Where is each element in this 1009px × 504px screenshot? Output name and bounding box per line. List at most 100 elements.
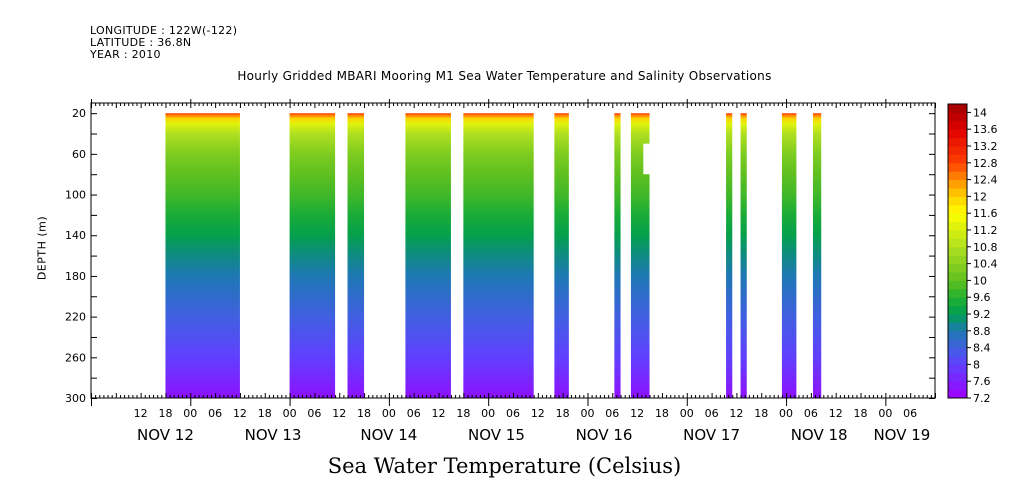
data-segment-7 [630,113,650,398]
colorbar-band [948,297,967,307]
colorbar-tick-label: 7.6 [973,375,991,388]
colorbar-band [948,280,967,290]
x-hour-tick-label: 06 [307,407,321,420]
data-segment-8 [726,113,733,398]
x-hour-tick-label: 00 [878,407,892,420]
colorbar-band [948,196,967,206]
x-hour-tick-label: 00 [680,407,694,420]
colorbar-band [948,263,967,273]
y-tick-label: 100 [65,189,86,202]
x-hour-tick-label: 06 [506,407,520,420]
x-date-label: NOV 17 [683,426,740,444]
y-tick-label: 20 [72,107,86,120]
colorbar-band [948,272,967,281]
variable-caption: Sea Water Temperature (Celsius) [327,454,682,478]
colorbar-tick-label: 12.8 [973,157,998,170]
y-tick-label: 300 [65,392,86,405]
colorbar-tick-label: 9.2 [973,308,991,321]
colorbar-band [948,246,967,256]
colorbar-band [948,230,967,239]
data-segments [165,113,822,398]
data-segment-2 [347,113,365,398]
x-hour-tick-label: 18 [258,407,272,420]
colorbar-band [948,213,967,223]
x-hour-tick-label: 18 [357,407,371,420]
x-date-label: NOV 14 [360,426,417,444]
x-hour-tick-label: 18 [158,407,172,420]
colorbar-band [948,112,967,122]
x-hour-tick-label: 00 [183,407,197,420]
colorbar-tick-label: 12 [973,190,987,203]
x-hour-tick-label: 12 [432,407,446,420]
colorbar-tick-label: 12.4 [973,174,998,187]
data-segment-6 [614,113,621,398]
x-hour-tick-label: 18 [456,407,470,420]
data-segment-0 [165,113,240,398]
colorbar-tick-label: 10.4 [973,258,998,271]
x-date-label: NOV 16 [576,426,633,444]
data-segment-11 [812,113,822,398]
x-hour-tick-label: 06 [605,407,619,420]
colorbar-band [948,137,967,147]
colorbar-band [948,339,967,349]
colorbar-band [948,322,967,332]
colorbar-tick-label: 11.6 [973,207,998,220]
colorbar-band [948,305,967,315]
data-segment-1 [289,113,336,398]
x-hour-tick-label: 00 [779,407,793,420]
colorbar-tick-label: 13.2 [973,140,998,153]
data-segment-4 [463,113,534,398]
colorbar-tick-label: 14 [973,106,987,119]
missing-data-gap [643,143,650,175]
colorbar-band [948,314,967,323]
colorbar-band [948,104,967,113]
x-hour-tick-label: 06 [903,407,917,420]
x-date-label: NOV 18 [791,426,848,444]
colorbar-tick-label: 9.6 [973,291,991,304]
colorbar-band [948,171,967,181]
colorbar-band [948,204,967,214]
x-hour-tick-label: 18 [655,407,669,420]
colorbar-band [948,255,967,265]
x-date-label: NOV 19 [873,426,930,444]
x-date-label: NOV 12 [137,426,194,444]
x-hour-tick-label: 00 [283,407,297,420]
x-hour-tick-label: 06 [208,407,222,420]
colorbar-band [948,129,967,139]
y-tick-label: 140 [65,229,86,242]
colorbar-frame [947,103,968,399]
data-segment-3 [405,113,451,398]
x-hour-tick-label: 12 [233,407,247,420]
colorbar-tick-label: 11.2 [973,224,998,237]
x-hour-tick-label: 18 [854,407,868,420]
colorbar: 14 13.6 13.2 12.8 12.4 12 11.6 11.2 10.8 10.4 10 9.… [947,103,998,405]
y-tick-label: 260 [65,351,86,364]
data-segment-5 [554,113,569,398]
x-hour-tick-label: 12 [729,407,743,420]
y-tick-label: 220 [65,311,86,324]
colorbar-band [948,356,967,365]
colorbar-tick-label: 8.8 [973,325,991,338]
x-date-label: NOV 13 [245,426,302,444]
x-hour-tick-label: 18 [556,407,570,420]
x-hour-tick-label: 12 [531,407,545,420]
colorbar-band [948,347,967,357]
data-segment-9 [740,113,747,398]
colorbar-band [948,372,967,382]
x-hour-tick-label: 12 [630,407,644,420]
y-tick-label: 180 [65,270,86,283]
colorbar-band [948,221,967,231]
colorbar-band [948,364,967,374]
colorbar-band [948,238,967,248]
colorbar-tick-label: 10 [973,274,987,287]
colorbar-band [948,146,967,155]
longitude-label: LONGITUDE : 122W(-122) [90,24,238,37]
x-hour-tick-label: 06 [705,407,719,420]
year-label: YEAR : 2010 [90,48,161,61]
x-hour-tick-label: 12 [134,407,148,420]
latitude-label: LATITUDE : 36.8N [90,36,192,49]
x-hour-tick-label: 06 [804,407,818,420]
x-hour-tick-label: 06 [407,407,421,420]
x-hour-tick-label: 12 [332,407,346,420]
